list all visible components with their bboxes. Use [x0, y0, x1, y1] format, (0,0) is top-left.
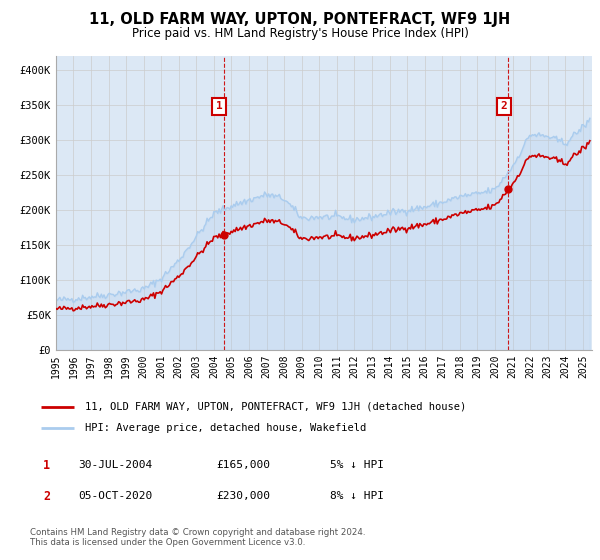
Text: 1: 1 [216, 101, 223, 111]
Text: 1: 1 [43, 459, 50, 472]
Text: 11, OLD FARM WAY, UPTON, PONTEFRACT, WF9 1JH: 11, OLD FARM WAY, UPTON, PONTEFRACT, WF9… [89, 12, 511, 27]
Text: 05-OCT-2020: 05-OCT-2020 [78, 492, 152, 501]
Text: HPI: Average price, detached house, Wakefield: HPI: Average price, detached house, Wake… [85, 423, 367, 433]
Text: £230,000: £230,000 [216, 492, 270, 501]
Text: Contains HM Land Registry data © Crown copyright and database right 2024.
This d: Contains HM Land Registry data © Crown c… [30, 528, 365, 547]
Text: Price paid vs. HM Land Registry's House Price Index (HPI): Price paid vs. HM Land Registry's House … [131, 27, 469, 40]
Text: 2: 2 [43, 490, 50, 503]
Text: 2: 2 [500, 101, 507, 111]
Text: 30-JUL-2004: 30-JUL-2004 [78, 460, 152, 470]
Text: 5% ↓ HPI: 5% ↓ HPI [330, 460, 384, 470]
Text: £165,000: £165,000 [216, 460, 270, 470]
Text: 8% ↓ HPI: 8% ↓ HPI [330, 492, 384, 501]
Text: 11, OLD FARM WAY, UPTON, PONTEFRACT, WF9 1JH (detached house): 11, OLD FARM WAY, UPTON, PONTEFRACT, WF9… [85, 402, 466, 412]
